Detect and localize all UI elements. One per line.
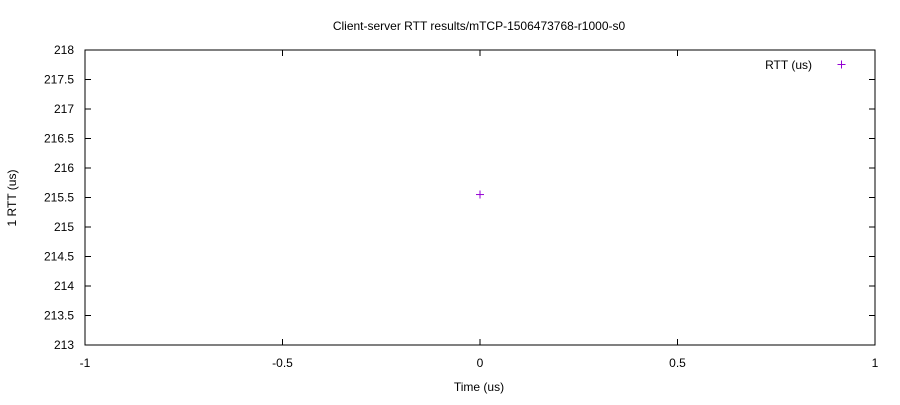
x-axis-ticks: -1 -0.5 0 0.5 1 <box>80 50 879 370</box>
chart-title: Client-server RTT results/mTCP-150647376… <box>333 19 626 33</box>
x-tick-label: 0.5 <box>669 356 686 370</box>
legend-marker-symbol <box>837 60 846 69</box>
x-tick-label: -1 <box>80 356 91 370</box>
y-tick-label: 216 <box>54 161 74 175</box>
x-tick-label: 1 <box>872 356 879 370</box>
y-tick-label: 213.5 <box>44 309 74 323</box>
x-axis-label: Time (us) <box>454 380 504 394</box>
legend-label: RTT (us) <box>765 58 812 72</box>
y-tick-label: 213 <box>54 338 74 352</box>
data-point <box>476 190 484 199</box>
x-tick-label: 0 <box>477 356 484 370</box>
y-tick-label: 214 <box>54 279 74 293</box>
y-tick-label: 217 <box>54 102 74 116</box>
y-tick-label: 216.5 <box>44 132 74 146</box>
legend-marker <box>837 60 846 69</box>
y-axis-label: 1 RTT (us) <box>5 170 19 227</box>
y-tick-label: 217.5 <box>44 73 74 87</box>
data-series-layer <box>476 190 484 199</box>
y-tick-label: 218 <box>54 43 74 57</box>
legend: RTT (us) <box>765 58 846 72</box>
x-tick-label: -0.5 <box>272 356 293 370</box>
y-tick-label: 215 <box>54 220 74 234</box>
y-tick-label: 214.5 <box>44 250 74 264</box>
y-axis-ticks: 213 213.5 214 214.5 215 215.5 216 216.5 217 217.5… <box>44 43 875 352</box>
y-tick-label: 215.5 <box>44 191 74 205</box>
